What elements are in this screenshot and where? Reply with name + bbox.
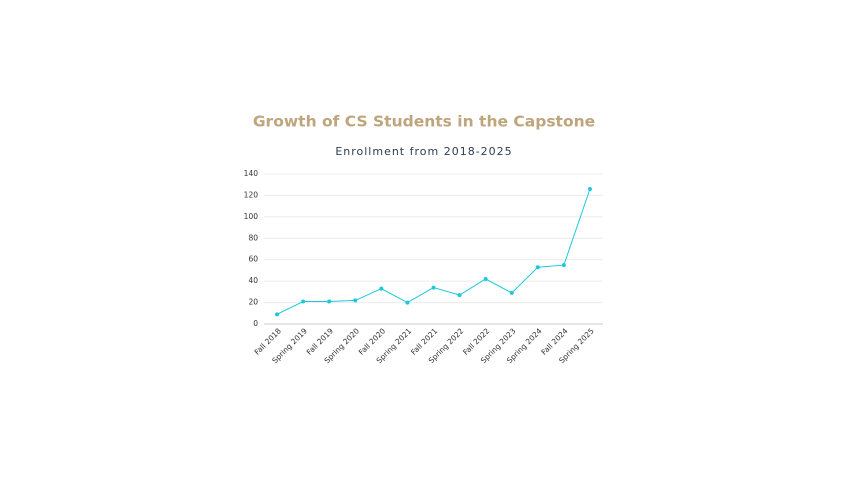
y-tick-label: 0 (253, 319, 258, 328)
point (561, 263, 566, 268)
point (457, 293, 462, 298)
point (353, 298, 358, 303)
point (327, 299, 332, 304)
chart-subtitle: Enrollment from 2018-2025 (335, 145, 512, 158)
chart-title: Growth of CS Students in the Capstone (253, 113, 595, 131)
point (275, 312, 280, 317)
line (276, 188, 591, 315)
point (587, 187, 592, 191)
y-tick-label: 80 (248, 233, 258, 242)
y-tick-label: 40 (248, 276, 258, 285)
point (405, 300, 410, 305)
point (509, 290, 514, 295)
y-tick-label: 100 (244, 212, 259, 221)
point (483, 277, 488, 281)
point (535, 265, 540, 270)
point (379, 286, 384, 291)
y-tick-label: 140 (244, 169, 259, 178)
y-tick-label: 20 (248, 298, 258, 307)
point (301, 299, 306, 304)
y-tick-label: 120 (244, 190, 259, 199)
y-tick-label: 60 (248, 255, 258, 264)
point (431, 285, 436, 290)
